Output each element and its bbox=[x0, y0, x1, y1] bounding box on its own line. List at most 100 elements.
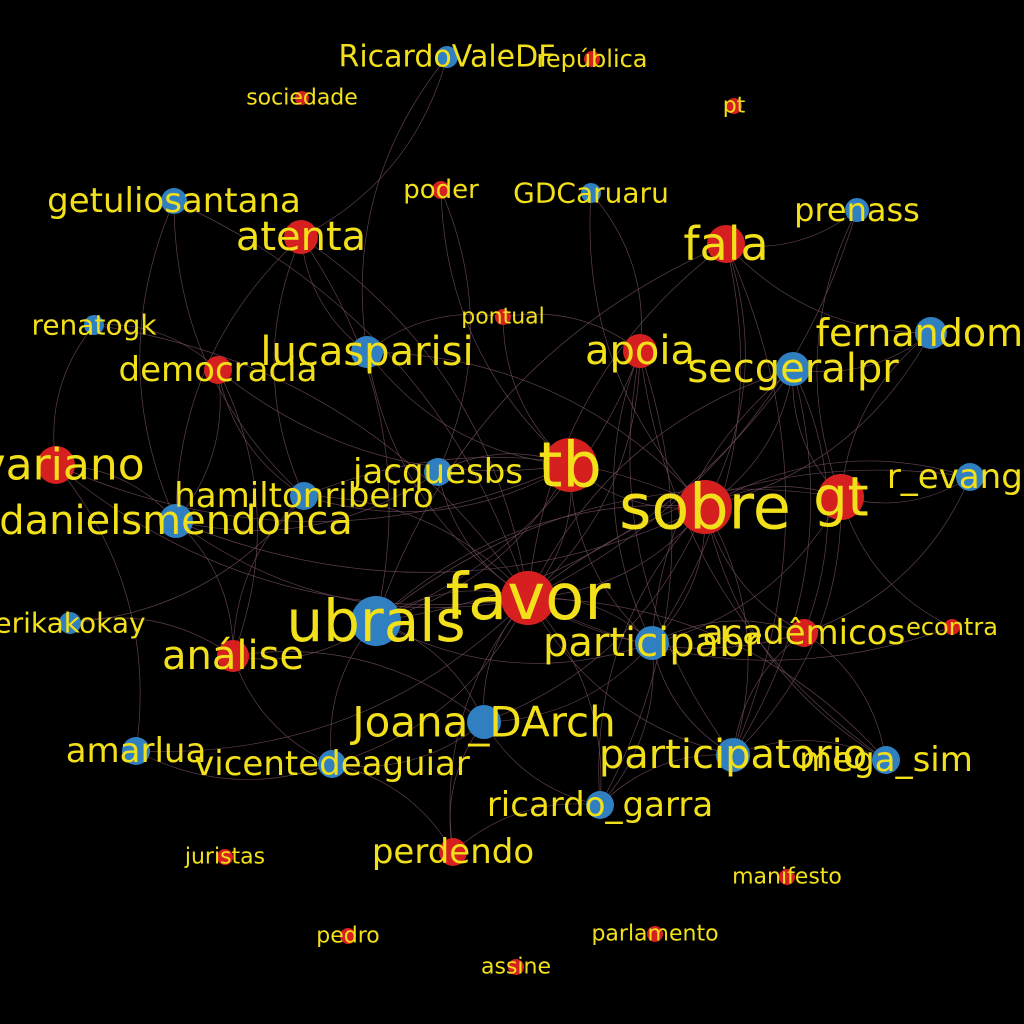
edge-ricardovaledf-atenta bbox=[300, 56, 448, 238]
node-juristas[interactable] bbox=[217, 849, 233, 865]
edge-secgeralpr-participatorio bbox=[732, 368, 812, 756]
edge-ricardovaledf-lucasparisi bbox=[361, 56, 448, 353]
edge-democracia-tb bbox=[217, 369, 571, 472]
node-label-atenta: atenta bbox=[236, 214, 366, 260]
edge-pontual-lucasparisi bbox=[366, 314, 504, 353]
node-jacquesbs[interactable] bbox=[424, 458, 452, 486]
edge-favor-amarlua bbox=[135, 597, 529, 752]
node-label-fala: fala bbox=[683, 217, 768, 271]
node-pontual[interactable] bbox=[495, 309, 511, 325]
node-participatorio[interactable] bbox=[716, 738, 750, 772]
node-secgeralpr[interactable] bbox=[776, 352, 810, 386]
edge-secgeralpr-ubrals bbox=[375, 368, 794, 622]
edge-tb-hamiltonribeiro bbox=[303, 464, 571, 513]
edge-analise-joana-darch bbox=[232, 651, 485, 723]
node-parlamento[interactable] bbox=[647, 926, 663, 942]
node-label-jacquesbs: jacquesbs bbox=[352, 452, 523, 492]
node-label-poder: poder bbox=[403, 175, 479, 205]
edge-analise-vicentedeaguiar bbox=[232, 655, 333, 765]
edge-gt-participabr bbox=[651, 496, 842, 644]
node-danielsmendonca[interactable] bbox=[159, 504, 193, 538]
node-ricardovaledf[interactable] bbox=[436, 46, 458, 68]
node-ubrals[interactable] bbox=[351, 596, 401, 646]
node-label-sobre: sobre bbox=[619, 471, 791, 544]
node-label-ricardo-garra: ricardo_garra bbox=[487, 785, 713, 825]
node-prenass[interactable] bbox=[845, 198, 869, 222]
edge-joana-darch-vicentedeaguiar bbox=[331, 721, 485, 767]
edge-participabr-joana-darch bbox=[483, 642, 653, 723]
node-lucasparisi[interactable] bbox=[351, 336, 383, 368]
node-label-juristas: juristas bbox=[184, 845, 265, 870]
node-label-ubrals: ubrals bbox=[286, 587, 465, 655]
node-label-analise: análise bbox=[162, 633, 304, 679]
node-label-ivariano: ivariano bbox=[0, 440, 145, 491]
edge-atenta-hamiltonribeiro bbox=[273, 236, 305, 497]
node-ivariano[interactable] bbox=[37, 446, 75, 484]
node-pedro[interactable] bbox=[340, 928, 356, 944]
edge-atenta-favor bbox=[300, 236, 529, 599]
node-sociedade[interactable] bbox=[295, 91, 309, 105]
node-favor[interactable] bbox=[501, 571, 555, 625]
node-label-mega-sim: mega_sim bbox=[799, 740, 973, 780]
node-assine[interactable] bbox=[508, 959, 524, 975]
edge-danielsmendonca-analise bbox=[175, 520, 234, 657]
node-econtra[interactable] bbox=[944, 619, 960, 635]
node-analise[interactable] bbox=[217, 640, 249, 672]
node-sobre[interactable] bbox=[678, 480, 732, 534]
node-label-r-evangel: r_evangel bbox=[887, 457, 1024, 497]
node-academicos[interactable] bbox=[790, 619, 818, 647]
node-renatogk[interactable] bbox=[84, 315, 104, 335]
node-label-participabr: participabr bbox=[543, 620, 762, 666]
node-atenta[interactable] bbox=[284, 220, 318, 254]
edge-pontual-apoia bbox=[502, 313, 641, 352]
node-republica[interactable] bbox=[584, 51, 600, 67]
edge-r-evangel-academicos bbox=[803, 476, 971, 634]
node-fernandoma[interactable] bbox=[915, 317, 947, 349]
node-label-manifesto: manifesto bbox=[732, 865, 842, 890]
node-label-erikakokay: erikakokay bbox=[0, 607, 146, 640]
edge-getuliosantana-danielsmendonca bbox=[139, 200, 177, 522]
edge-sobre-ricardo-garra bbox=[598, 506, 706, 806]
node-erikakokay[interactable] bbox=[59, 612, 81, 634]
node-hamiltonribeiro[interactable] bbox=[290, 482, 318, 510]
node-joana-darch[interactable] bbox=[467, 705, 501, 739]
node-amarlua[interactable] bbox=[122, 737, 150, 765]
node-getuliosantana[interactable] bbox=[161, 188, 187, 214]
node-gt[interactable] bbox=[818, 474, 864, 520]
edge-sobre-ubrals bbox=[375, 505, 706, 622]
node-democracia[interactable] bbox=[204, 356, 232, 384]
node-label-renatogk: renatogk bbox=[31, 309, 157, 342]
node-apoia[interactable] bbox=[623, 334, 657, 368]
node-pt[interactable] bbox=[726, 98, 742, 114]
edge-hamiltonribeiro-analise bbox=[232, 495, 305, 657]
node-participabr[interactable] bbox=[635, 626, 669, 660]
edge-sobre-mega-sim bbox=[704, 506, 887, 761]
node-label-gdcaruaru: GDCaruaru bbox=[513, 177, 669, 210]
node-mega-sim[interactable] bbox=[872, 746, 900, 774]
edge-favor-econtra bbox=[527, 597, 953, 661]
node-r-evangel[interactable] bbox=[956, 463, 984, 491]
edge-fernandoma-gt bbox=[840, 332, 932, 498]
edge-ivariano-tb bbox=[55, 464, 571, 522]
node-vicentedeaguiar[interactable] bbox=[318, 750, 346, 778]
node-perdendo[interactable] bbox=[439, 838, 467, 866]
edge-tb-ubrals bbox=[375, 464, 571, 622]
node-label-joana-darch: Joana_DArch bbox=[349, 698, 616, 747]
edge-fala-ubrals bbox=[375, 243, 727, 622]
edge-favor-ricardo-garra bbox=[527, 597, 602, 806]
node-label-vicentedeaguiar: vicentedeaguiar bbox=[194, 744, 470, 784]
edge-gdcaruaru-apoia bbox=[590, 192, 642, 352]
edge-sobre-joana-darch bbox=[483, 506, 706, 723]
edge-participatorio-mega-sim bbox=[732, 740, 887, 761]
node-label-pt: pt bbox=[723, 94, 746, 119]
edge-fernandoma-sobre bbox=[704, 332, 932, 508]
node-poder[interactable] bbox=[432, 181, 450, 199]
node-label-parlamento: parlamento bbox=[591, 922, 718, 947]
node-tb[interactable] bbox=[543, 438, 597, 492]
edge-democracia-analise bbox=[217, 369, 258, 657]
node-manifesto[interactable] bbox=[779, 869, 795, 885]
node-ricardo-garra[interactable] bbox=[586, 791, 614, 819]
edge-renatogk-favor bbox=[93, 324, 529, 599]
node-gdcaruaru[interactable] bbox=[581, 183, 601, 203]
node-fala[interactable] bbox=[707, 225, 745, 263]
